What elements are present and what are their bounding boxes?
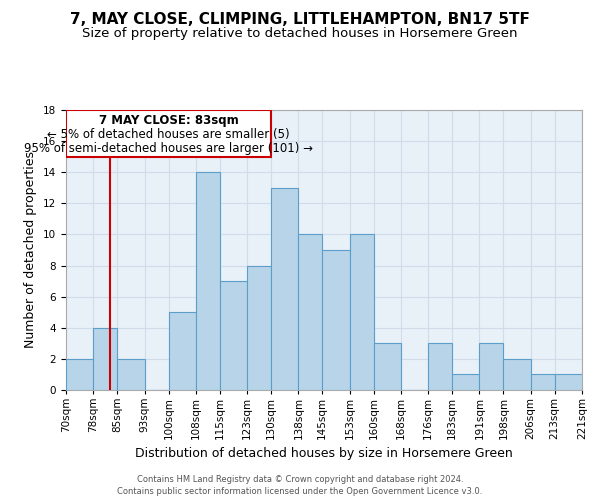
Text: Contains public sector information licensed under the Open Government Licence v3: Contains public sector information licen… [118,486,482,496]
Text: 7, MAY CLOSE, CLIMPING, LITTLEHAMPTON, BN17 5TF: 7, MAY CLOSE, CLIMPING, LITTLEHAMPTON, B… [70,12,530,28]
Bar [169,312,196,390]
Bar [220,281,247,390]
Bar [374,344,401,390]
Text: ← 5% of detached houses are smaller (5): ← 5% of detached houses are smaller (5) [47,128,290,140]
Text: Contains HM Land Registry data © Crown copyright and database right 2024.: Contains HM Land Registry data © Crown c… [137,476,463,484]
Bar [479,344,503,390]
Y-axis label: Number of detached properties: Number of detached properties [25,152,37,348]
Bar [117,359,145,390]
Bar [452,374,479,390]
Bar [271,188,298,390]
Bar [66,359,94,390]
Bar [554,374,582,390]
Bar [66,110,271,156]
Text: 95% of semi-detached houses are larger (101) →: 95% of semi-detached houses are larger (… [24,142,313,156]
Bar [322,250,350,390]
Bar [428,344,452,390]
Bar [247,266,271,390]
Bar [350,234,374,390]
Bar [531,374,554,390]
Text: Size of property relative to detached houses in Horsemere Green: Size of property relative to detached ho… [82,28,518,40]
Bar [196,172,220,390]
Bar [503,359,531,390]
X-axis label: Distribution of detached houses by size in Horsemere Green: Distribution of detached houses by size … [135,448,513,460]
Bar [298,234,322,390]
Bar [94,328,117,390]
Text: 7 MAY CLOSE: 83sqm: 7 MAY CLOSE: 83sqm [98,114,238,126]
